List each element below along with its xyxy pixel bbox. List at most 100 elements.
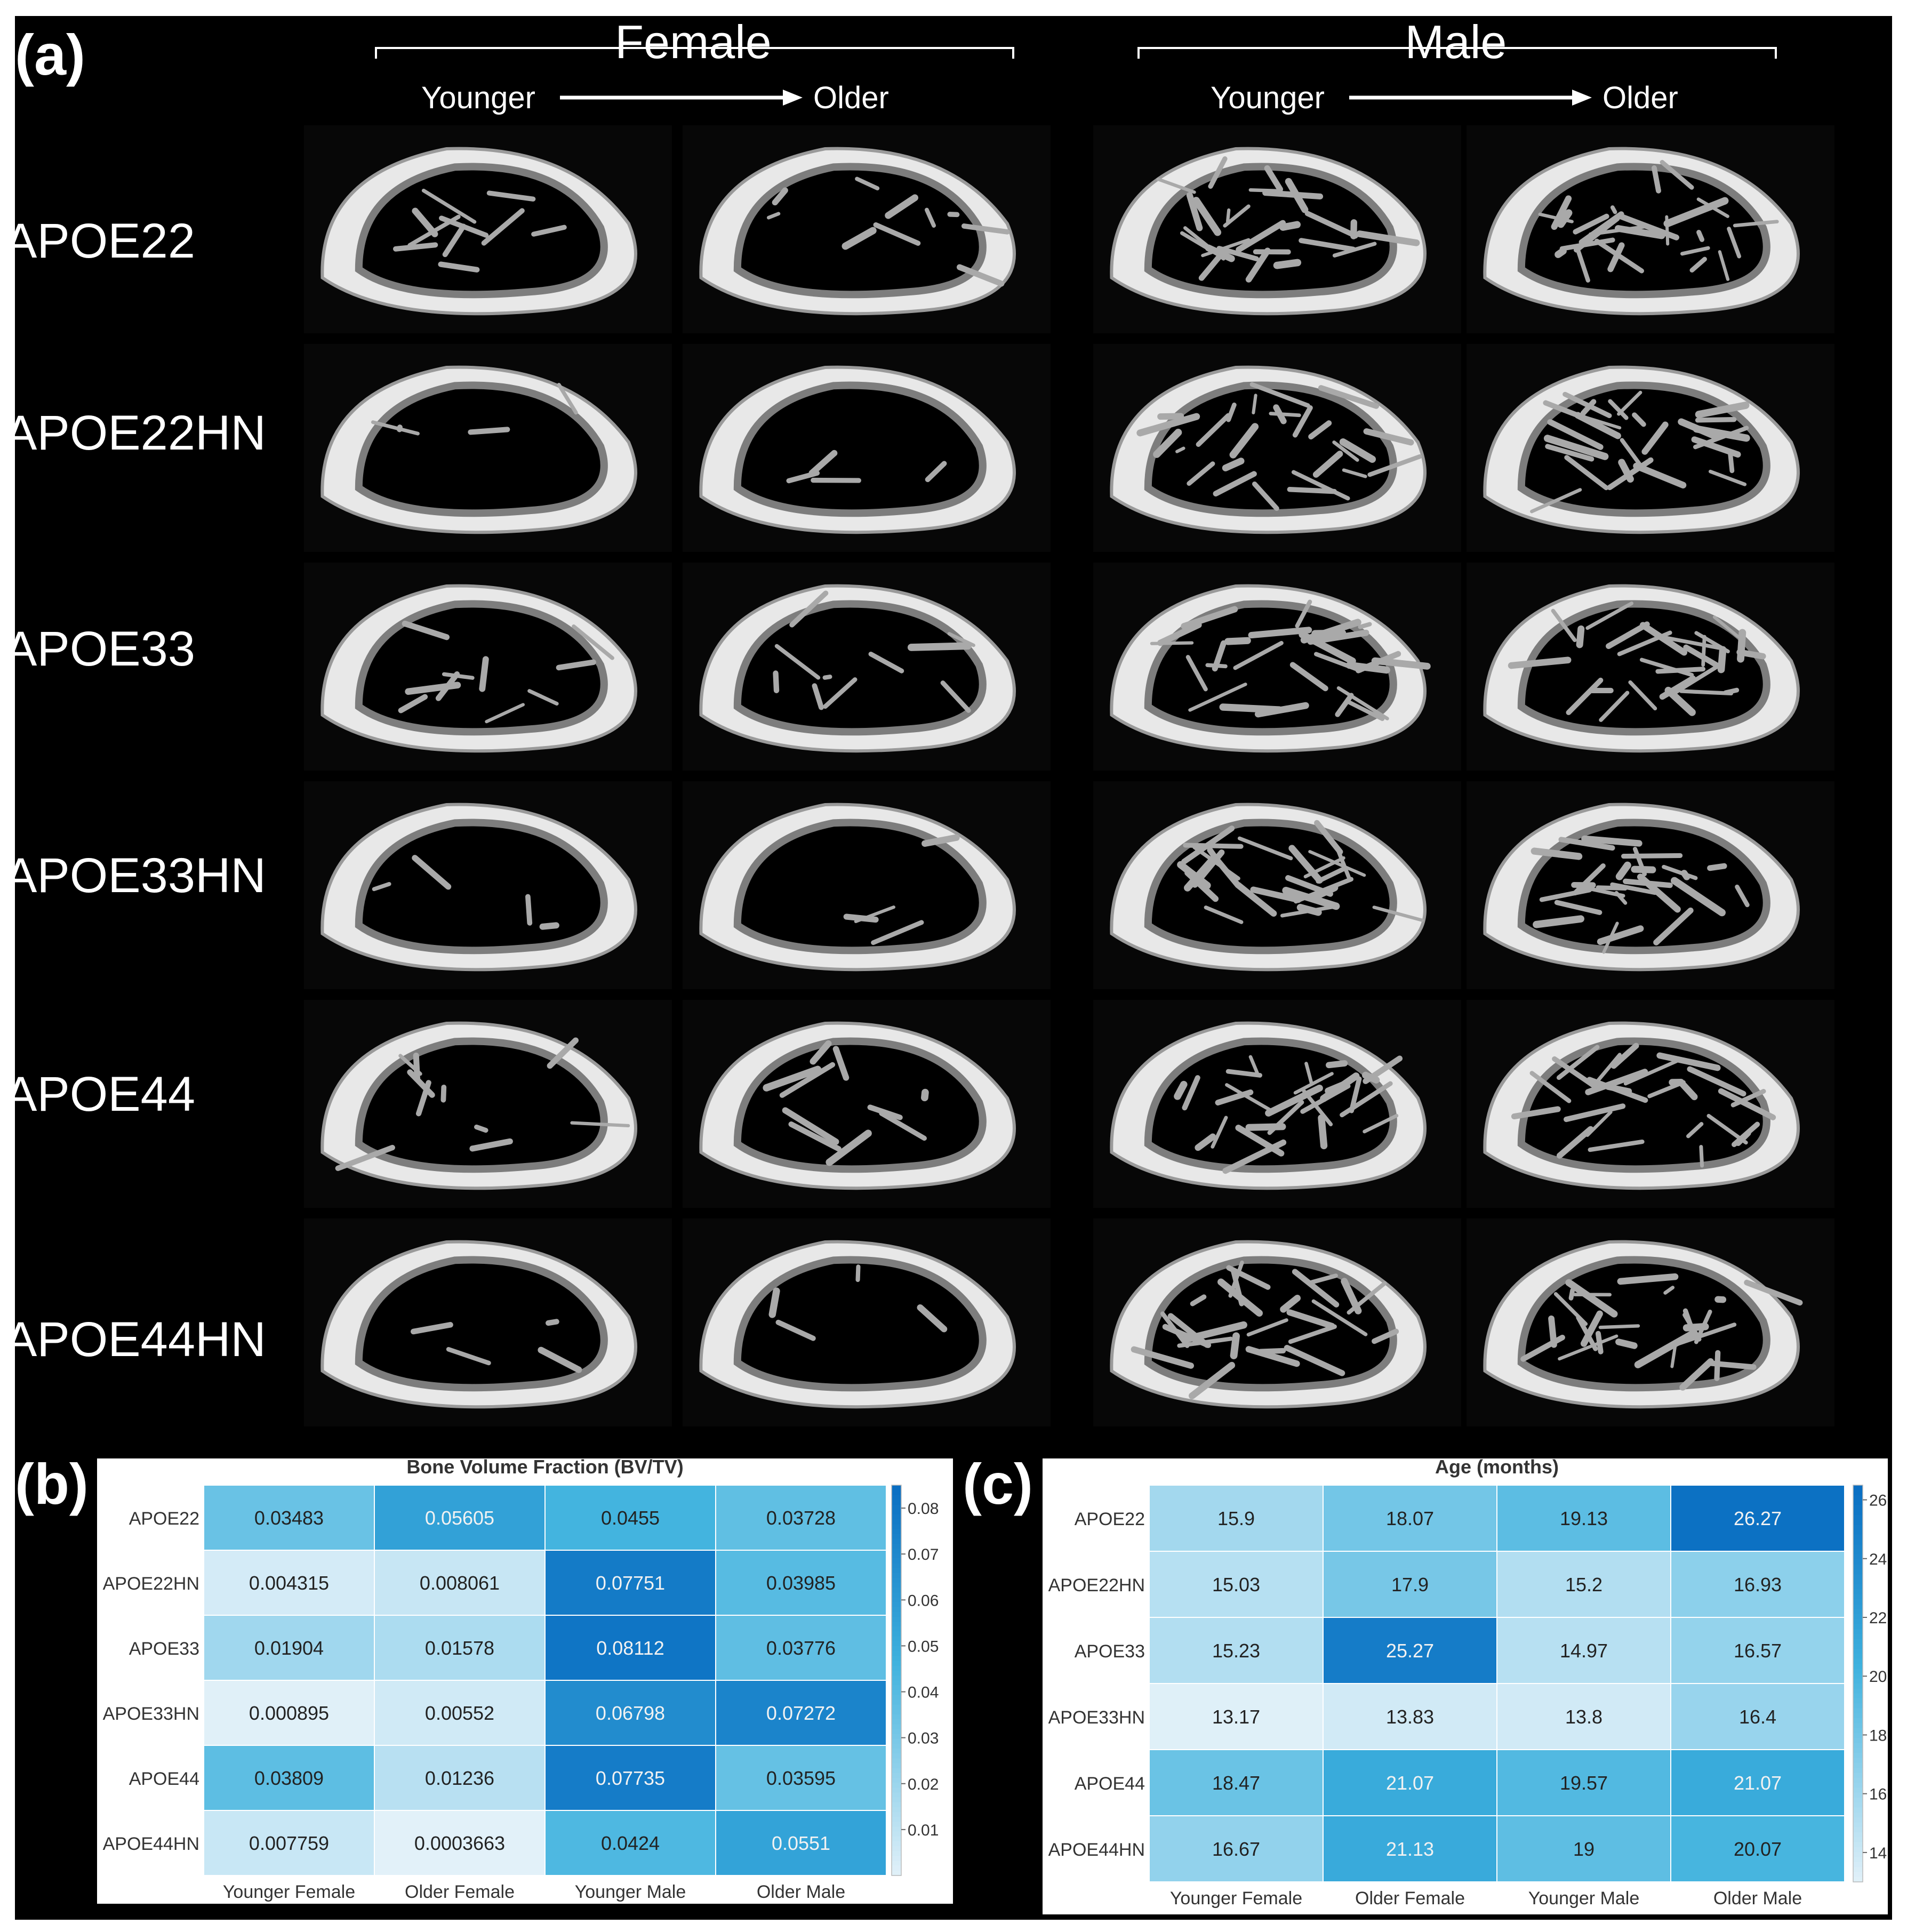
heatmap-c-colorbar-segment xyxy=(1853,1579,1863,1585)
heatmap-c-colorbar-segment xyxy=(1853,1535,1863,1541)
heatmap-b-cell xyxy=(374,1550,546,1616)
heatmap-b-colorbar-segment xyxy=(892,1504,901,1510)
heatmap-c-row-label: APOE44 xyxy=(1075,1774,1145,1794)
male-arrow-head-icon xyxy=(1572,90,1592,106)
heatmap-b-colorbar-tick-label: 0.01 xyxy=(908,1822,939,1839)
heatmap-b-cell-label: 0.0455 xyxy=(601,1507,660,1529)
heatmap-c-row-label: APOE22HN xyxy=(1048,1575,1145,1596)
heatmap-c-colorbar-segment xyxy=(1853,1718,1863,1724)
heatmap-b-colorbar-segment xyxy=(892,1519,901,1525)
heatmap-b-colorbar-segment xyxy=(892,1563,901,1569)
heatmap-c-cell-label: 15.23 xyxy=(1212,1640,1260,1662)
heatmap-c-colorbar-segment xyxy=(1853,1822,1863,1828)
female-older-label: Older xyxy=(813,81,889,115)
heatmap-c-cell-label: 25.27 xyxy=(1386,1640,1434,1662)
row-label-apoe33hn: APOE33HN xyxy=(4,848,266,903)
heatmap-b-colorbar-segment xyxy=(892,1851,901,1857)
heatmap-c-cell-label: 19.57 xyxy=(1560,1772,1608,1794)
heatmap-b-cell xyxy=(715,1485,887,1551)
heatmap-c-cell xyxy=(1323,1551,1497,1618)
female-arrow-head-icon xyxy=(783,90,803,106)
row-label-apoe44hn: APOE44HN xyxy=(4,1312,266,1367)
heatmap-c-colorbar-tick-label: 24 xyxy=(1869,1551,1887,1568)
heatmap-c-colorbar-segment xyxy=(1853,1559,1863,1565)
heatmap-c-title: Age (months) xyxy=(1435,1458,1559,1478)
scan-tile-r2-c2 xyxy=(683,344,1051,552)
heatmap-c-colorbar-segment xyxy=(1853,1792,1863,1798)
heatmap-c-colorbar-segment xyxy=(1853,1842,1863,1848)
heatmap-c-colorbar-segment xyxy=(1853,1768,1863,1774)
heatmap-c-colorbar-segment xyxy=(1853,1584,1863,1590)
heatmap-b-colorbar-segment xyxy=(892,1558,901,1564)
heatmap-c-colorbar-segment xyxy=(1853,1644,1863,1649)
heatmap-c-colorbar-frame xyxy=(1853,1485,1863,1882)
heatmap-b-cell xyxy=(203,1485,375,1551)
scan-tile-r4-c1 xyxy=(304,781,672,989)
heatmap-b-colorbar-segment xyxy=(892,1870,901,1876)
heatmap-c-colorbar-segment xyxy=(1853,1802,1863,1808)
heatmap-c-colorbar-segment xyxy=(1853,1500,1863,1506)
heatmap-b-colorbar-segment xyxy=(892,1577,901,1583)
heatmap-c-colorbar-segment xyxy=(1853,1648,1863,1655)
heatmap-c-cell-label: 26.27 xyxy=(1734,1508,1782,1529)
heatmap-c-cell xyxy=(1496,1815,1671,1882)
heatmap-c-col-label: Older Male xyxy=(1713,1888,1802,1909)
heatmap-c-cell xyxy=(1149,1485,1324,1552)
heatmap-c-colorbar-segment xyxy=(1853,1574,1863,1580)
scan-tile-r1-c2 xyxy=(683,125,1051,333)
heatmap-b-cell-label: 0.03809 xyxy=(254,1767,324,1789)
heatmap-c-colorbar-segment xyxy=(1853,1490,1863,1496)
heatmap-c-cell xyxy=(1323,1749,1497,1816)
heatmap-c-cell xyxy=(1670,1617,1845,1684)
heatmap-c-cell xyxy=(1149,1749,1324,1816)
heatmap-b-colorbar-segment xyxy=(892,1538,901,1544)
heatmap-b-colorbar-segment xyxy=(892,1622,901,1628)
heatmap-b-colorbar-segment xyxy=(892,1680,901,1686)
heatmap-b-colorbar-segment xyxy=(892,1583,901,1589)
heatmap-c-cell xyxy=(1496,1551,1671,1618)
heatmap-b-cell-label: 0.000895 xyxy=(249,1702,329,1724)
heatmap-b-colorbar-segment xyxy=(892,1665,901,1671)
heatmap-b-colorbar-segment xyxy=(892,1749,901,1754)
heatmap-c-colorbar-segment xyxy=(1853,1525,1863,1530)
heatmap-c-colorbar-segment xyxy=(1853,1743,1863,1749)
heatmap-b-cell-label: 0.06798 xyxy=(596,1702,665,1724)
heatmap-c-colorbar-segment xyxy=(1853,1688,1863,1694)
heatmap-c-cell-label: 21.07 xyxy=(1734,1772,1782,1794)
heatmap-c-colorbar-segment xyxy=(1853,1758,1863,1763)
heatmap-c-cell xyxy=(1496,1683,1671,1750)
heatmap-c-colorbar-segment xyxy=(1853,1673,1863,1679)
heatmap-c-colorbar-segment xyxy=(1853,1624,1863,1630)
heatmap-c-colorbar-segment xyxy=(1853,1520,1863,1526)
panel-c-letter: (c) xyxy=(963,1452,1033,1516)
heatmap-b-row-label: APOE22 xyxy=(129,1509,199,1529)
heatmap-c-row-label: APOE33 xyxy=(1075,1641,1145,1662)
heatmap-b-cell-label: 0.03595 xyxy=(766,1767,836,1789)
heatmap-b-colorbar-segment xyxy=(892,1817,901,1823)
heatmap-b-cell-label: 0.004315 xyxy=(249,1572,329,1594)
heatmap-c-colorbar-segment xyxy=(1853,1807,1863,1813)
heatmap-b-colorbar-segment xyxy=(892,1856,901,1862)
heatmap-b-colorbar-tick-label: 0.03 xyxy=(908,1730,939,1747)
heatmap-c-colorbar-segment xyxy=(1853,1827,1863,1833)
heatmap-b-cell-label: 0.08112 xyxy=(596,1637,664,1659)
heatmap-b-colorbar-segment xyxy=(892,1734,901,1739)
heatmap-b-cell-label: 0.03776 xyxy=(766,1637,836,1659)
scan-tile-r2-c3 xyxy=(1093,344,1461,552)
scan-tile-r3-c3 xyxy=(1093,563,1461,771)
heatmap-b-colorbar-segment xyxy=(892,1758,901,1764)
heatmap-c-colorbar-segment xyxy=(1853,1684,1863,1689)
heatmap-c-cell xyxy=(1149,1617,1324,1684)
heatmap-b-colorbar-segment xyxy=(892,1768,901,1774)
heatmap-c-cell-label: 18.07 xyxy=(1386,1508,1434,1529)
heatmap-b-colorbar-segment xyxy=(892,1773,901,1778)
heatmap-b-colorbar-segment xyxy=(892,1602,901,1608)
scan-tile-r1-c1 xyxy=(304,125,672,333)
heatmap-b-cell-label: 0.008061 xyxy=(420,1572,500,1594)
heatmap-c-colorbar-segment xyxy=(1853,1738,1863,1744)
heatmap-c-colorbar-segment xyxy=(1853,1877,1863,1882)
heatmap-b-colorbar-segment xyxy=(892,1841,901,1847)
heatmap-b-title: Bone Volume Fraction (BV/TV) xyxy=(406,1458,683,1478)
heatmap-b-colorbar-segment xyxy=(892,1787,901,1793)
heatmap-b-row-label: APOE22HN xyxy=(103,1574,199,1594)
